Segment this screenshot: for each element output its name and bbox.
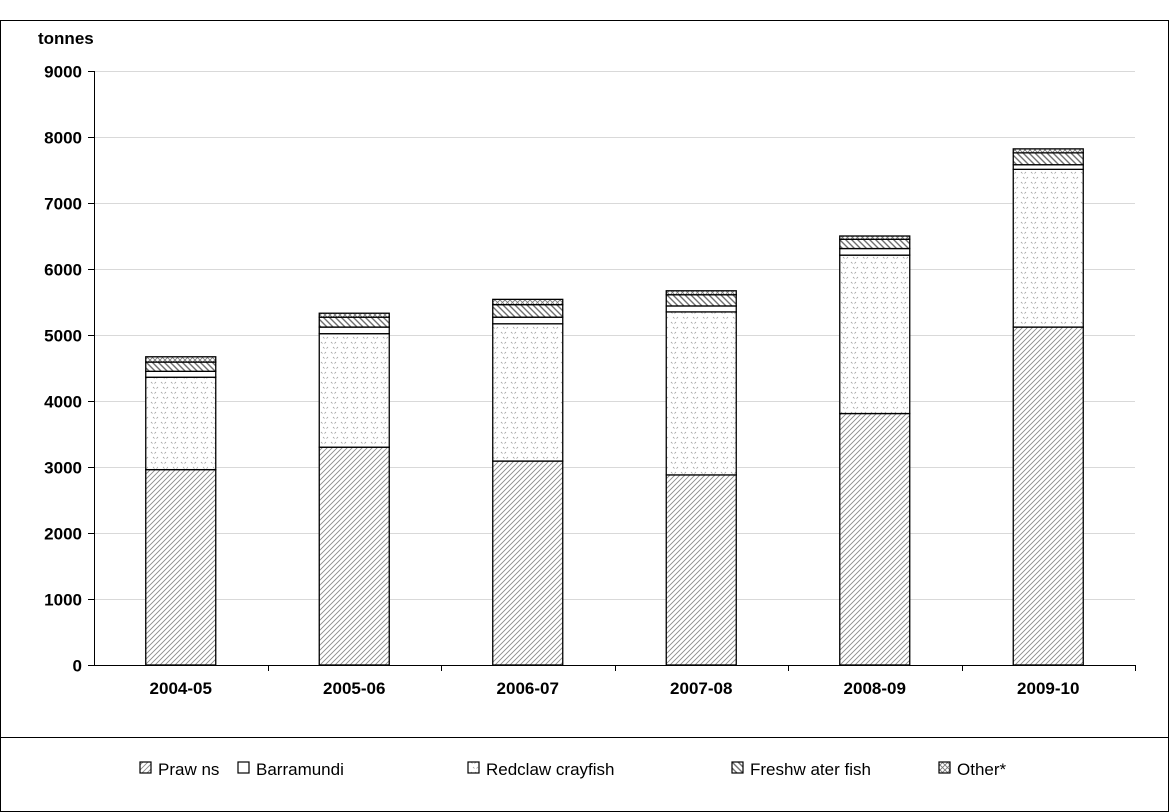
bar-segment — [492, 303, 564, 318]
x-tick-labels: 2004-05 2005-06 2006-07 2007-08 2008-09 2009-… — [150, 679, 1080, 698]
bar-segment — [665, 474, 737, 666]
y-tick-label: 1000 — [44, 591, 82, 610]
y-tick-label: 4000 — [44, 393, 82, 412]
bar-segment — [318, 333, 390, 448]
x-tick-label: 2006-07 — [497, 679, 559, 698]
legend-swatch — [938, 761, 951, 774]
legend: Praw ns Barramundi Redclaw crayfish Freshw … — [139, 760, 1007, 779]
bar-segment — [492, 460, 564, 666]
x-tick-label: 2007-08 — [670, 679, 732, 698]
legend-swatch — [237, 761, 250, 774]
y-tick-labels: 0 1000 2000 3000 4000 5000 6000 7000 8000 9000 — [44, 63, 82, 676]
bar-segment — [665, 311, 737, 476]
bar-segment — [492, 298, 564, 306]
bar-segment — [665, 290, 737, 296]
bar-segment — [665, 294, 737, 307]
bar-segment — [839, 254, 911, 415]
bar-segment — [1012, 168, 1084, 328]
bar-segment — [839, 247, 911, 256]
y-tick-label: 7000 — [44, 195, 82, 214]
y-axis-label: tonnes — [38, 29, 94, 48]
bar-segment — [318, 446, 390, 666]
bar-segment — [1012, 152, 1084, 166]
bar-segment — [1012, 326, 1084, 666]
x-tick-label: 2004-05 — [150, 679, 212, 698]
y-tick-label: 2000 — [44, 525, 82, 544]
legend-entry: Praw ns — [158, 760, 219, 779]
legend-entry: Redclaw crayfish — [486, 760, 615, 779]
y-tick-label: 6000 — [44, 261, 82, 280]
x-tick-label: 2008-09 — [844, 679, 906, 698]
bar-segment — [839, 235, 911, 240]
axes — [88, 71, 1136, 671]
y-tick-label: 9000 — [44, 63, 82, 82]
bar-segment — [145, 370, 217, 378]
bar-segment — [145, 361, 217, 372]
y-tick-label: 3000 — [44, 459, 82, 478]
bar-segment — [839, 412, 911, 666]
bar-segment — [318, 316, 390, 328]
bar-segment — [1012, 164, 1084, 170]
x-tick-label: 2009-10 — [1017, 679, 1079, 698]
legend-swatch — [467, 761, 480, 774]
bar-segment — [318, 326, 390, 335]
y-tick-label: 0 — [73, 657, 82, 676]
y-tick-label: 8000 — [44, 129, 82, 148]
legend-entry: Barramundi — [256, 760, 344, 779]
legend-swatch — [139, 761, 152, 774]
bar-segment — [492, 323, 564, 462]
legend-entry: Other* — [957, 760, 1007, 779]
bar-segment — [318, 312, 390, 318]
x-tick-label: 2005-06 — [323, 679, 385, 698]
bar-segment — [145, 356, 217, 363]
gridlines — [94, 71, 1135, 600]
legend-swatch — [731, 761, 744, 774]
bar-segment — [492, 316, 564, 325]
bar-segment — [145, 376, 217, 471]
bar-segment — [1012, 148, 1084, 154]
y-tick-label: 5000 — [44, 327, 82, 346]
bar-segment — [145, 468, 217, 666]
bar-segment — [665, 305, 737, 313]
bar-segment — [839, 238, 911, 250]
legend-entry: Freshw ater fish — [750, 760, 871, 779]
